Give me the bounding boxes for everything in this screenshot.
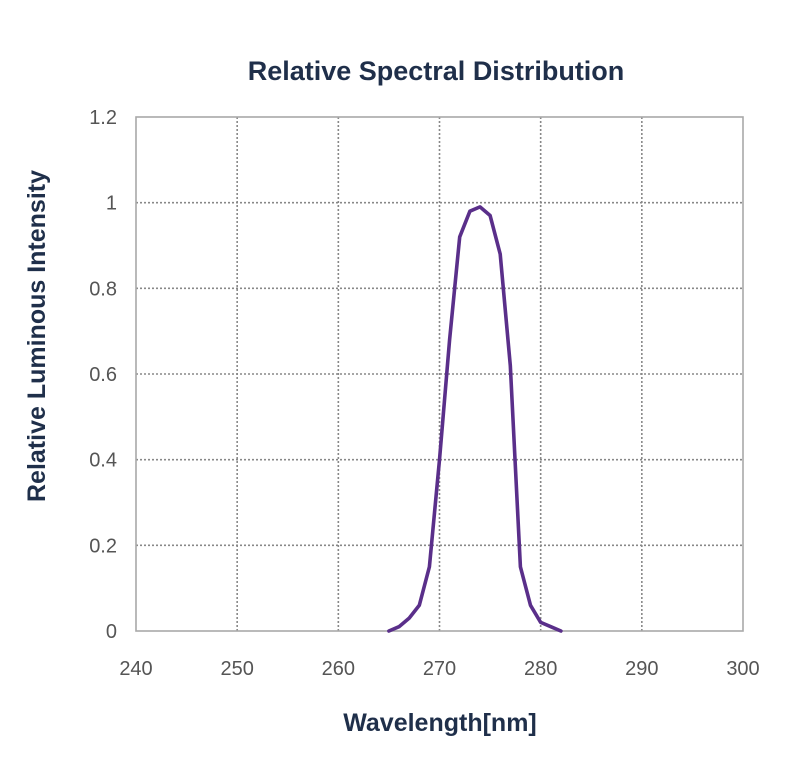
- data-point-265: [387, 629, 391, 633]
- tick-layer: 240 250 260 270 280 290 300 0 0.2 0.4 0.6 0.8 1 1.2: [89, 107, 760, 680]
- x-tick-label-260: 260: [322, 658, 355, 680]
- data-point-282: [559, 629, 563, 633]
- data-point-270: [438, 458, 441, 461]
- plot-frame: [135, 116, 744, 632]
- data-point-278: [519, 565, 522, 568]
- x-axis-label: Wavelength[nm]: [343, 709, 537, 737]
- chart-title: Relative Spectral Distribution: [248, 56, 625, 86]
- x-tick-label-300: 300: [726, 658, 759, 680]
- y-tick-label-1: 1: [106, 193, 117, 215]
- x-tick-label-250: 250: [220, 658, 253, 680]
- data-point-271: [448, 338, 451, 341]
- data-point-279: [529, 604, 532, 607]
- data-point-275: [488, 214, 492, 217]
- y-tick-label-0.4: 0.4: [89, 450, 117, 472]
- y-tick-label-0.6: 0.6: [89, 364, 117, 386]
- data-point-269: [428, 565, 431, 568]
- grid-layer: [136, 117, 743, 631]
- x-tick-label-290: 290: [625, 658, 658, 680]
- data-point-266: [397, 625, 401, 628]
- data-point-280: [539, 621, 542, 624]
- y-axis-label: Relative Luminous Intensity: [23, 170, 51, 502]
- y-tick-label-0.2: 0.2: [89, 535, 117, 557]
- data-point-272: [458, 235, 461, 239]
- y-tick-label-0.8: 0.8: [89, 278, 117, 300]
- data-point-281: [549, 625, 552, 628]
- data-point-274: [478, 205, 482, 209]
- x-tick-label-280: 280: [524, 658, 557, 680]
- series-layer: [387, 205, 563, 633]
- data-point-276: [499, 252, 502, 256]
- data-point-273: [468, 210, 472, 213]
- y-tick-label-1.2: 1.2: [89, 107, 117, 129]
- x-tick-label-270: 270: [423, 658, 456, 680]
- data-point-267: [408, 616, 411, 620]
- data-point-268: [418, 604, 421, 607]
- y-tick-label-0: 0: [106, 621, 117, 643]
- series-line-0: [387, 205, 563, 633]
- data-point-277: [509, 364, 512, 367]
- x-tick-label-240: 240: [119, 658, 152, 680]
